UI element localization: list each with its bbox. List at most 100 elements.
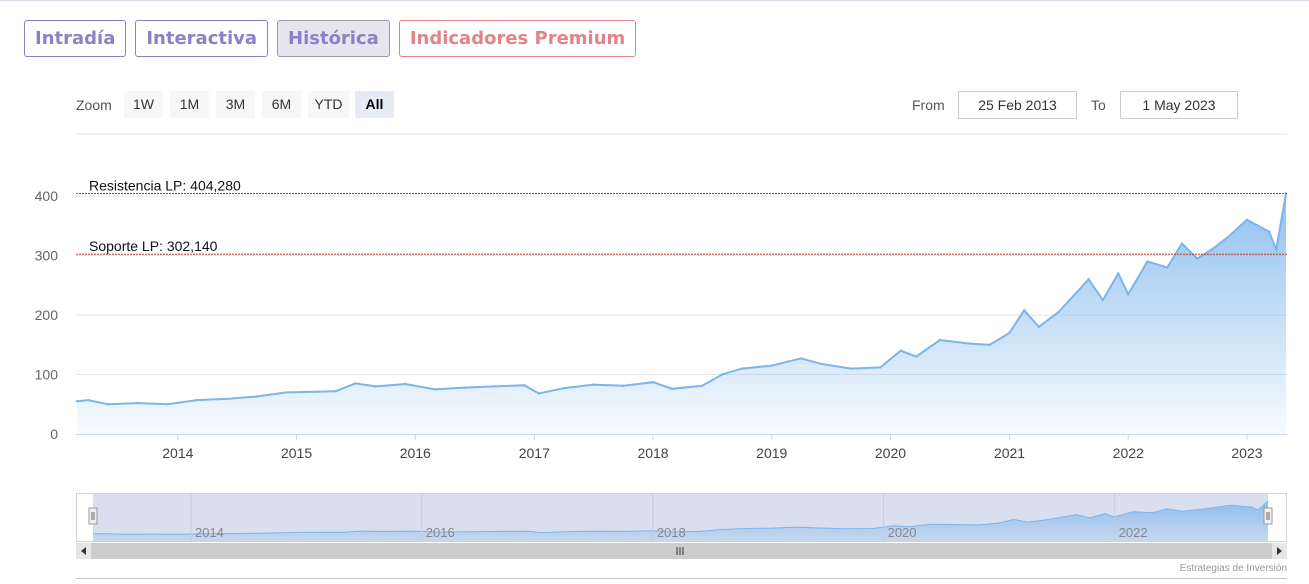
to-label: To (1091, 97, 1106, 113)
data-point (968, 342, 971, 345)
x-tick-label: 2022 (1113, 445, 1144, 461)
data-point (1087, 278, 1090, 281)
data-point (1146, 260, 1149, 263)
data-point (1275, 248, 1278, 251)
zoom-ytd-button[interactable]: YTD (308, 91, 349, 118)
data-point (255, 395, 259, 398)
scroll-left-icon (81, 547, 86, 555)
zoom-1w-button[interactable]: 1W (124, 91, 163, 118)
x-tick-label: 2020 (875, 445, 906, 461)
tab-intradia[interactable]: Intradía (24, 20, 127, 57)
navigator-handle-right[interactable] (1263, 507, 1273, 525)
navigator-label: 2020 (888, 525, 917, 540)
zoom-3m-button[interactable]: 3M (216, 91, 255, 118)
reference-label: Soporte LP: 302,140 (89, 238, 218, 254)
data-point (938, 338, 942, 342)
x-tick-label: 2016 (400, 445, 431, 461)
navigator-label: 2016 (426, 525, 455, 540)
series-area-fill (77, 193, 1286, 434)
data-point (166, 403, 169, 406)
data-point (1245, 218, 1249, 221)
y-axis: 0 100 200 300 400 (35, 188, 59, 442)
bottom-border (76, 578, 1287, 579)
navigator-area (93, 501, 1268, 541)
top-border (0, 0, 1309, 1)
x-axis: 2014 2015 2016 2017 2018 2019 2020 2021 2022 2023 (76, 434, 1287, 461)
reference-label: Resistencia LP: 404,280 (89, 177, 241, 193)
navigator-label: 2022 (1119, 525, 1148, 540)
navigator-label: 2018 (657, 525, 686, 540)
data-point (523, 384, 526, 387)
data-point (1210, 248, 1214, 251)
data-point (107, 403, 110, 406)
data-point (404, 382, 407, 386)
from-date-input[interactable]: 25 Feb 2013 (958, 91, 1077, 119)
data-point (671, 387, 674, 390)
zoom-6m-button[interactable]: 6M (262, 91, 301, 118)
data-point (720, 373, 724, 376)
y-tick-label: 300 (35, 248, 59, 264)
tab-historica[interactable]: Histórica (277, 20, 390, 57)
data-point (1267, 230, 1271, 233)
zoom-1m-button[interactable]: 1M (170, 91, 209, 118)
data-point (562, 387, 565, 390)
y-tick-label: 200 (35, 307, 59, 323)
x-tick-label: 2015 (281, 445, 312, 461)
data-point (819, 362, 823, 365)
data-point (1127, 293, 1130, 296)
data-point (592, 383, 595, 386)
data-point (225, 397, 229, 401)
data-point (899, 349, 902, 352)
y-tick-label: 400 (35, 188, 59, 204)
data-point (1022, 309, 1026, 312)
data-point (1180, 242, 1184, 245)
navigator-label: 2014 (195, 525, 224, 540)
data-point (334, 390, 337, 393)
data-point (195, 398, 199, 402)
chart-tabs: Intradía Interactiva Histórica Indicador… (24, 20, 645, 57)
data-point (1037, 325, 1041, 329)
data-point (849, 367, 852, 370)
data-point (1166, 266, 1169, 269)
navigator-line (92, 500, 1269, 535)
x-tick-label: 2018 (637, 445, 668, 461)
data-point (1225, 236, 1229, 239)
data-point (314, 390, 317, 393)
data-point (537, 392, 541, 395)
tab-interactiva[interactable]: Interactiva (135, 20, 269, 57)
data-point (651, 381, 655, 384)
data-point (799, 357, 803, 360)
series-area (75, 192, 1288, 434)
x-tick-label: 2021 (994, 445, 1025, 461)
tab-indicadores-premium[interactable]: Indicadores Premium (398, 20, 637, 57)
to-date-input[interactable]: 1 May 2023 (1120, 91, 1238, 119)
data-point (915, 355, 918, 358)
data-point (433, 388, 436, 391)
data-point (740, 367, 743, 370)
navigator[interactable]: 2014 2016 2018 2020 2022 (76, 493, 1287, 559)
data-point (463, 386, 466, 389)
data-point (770, 364, 773, 367)
x-tick-label: 2023 (1231, 445, 1262, 461)
y-tick-label: 100 (35, 367, 59, 383)
x-tick-label: 2014 (162, 445, 193, 461)
navigator-handle-left[interactable] (88, 507, 98, 525)
x-tick-label: 2017 (519, 445, 550, 461)
data-point (136, 401, 140, 405)
data-point (1057, 310, 1060, 314)
data-point (1008, 331, 1011, 335)
data-point (1196, 257, 1199, 260)
data-point (75, 400, 79, 403)
data-point (701, 384, 704, 387)
scroll-right-icon (1277, 547, 1282, 555)
zoom-label: Zoom (76, 97, 112, 113)
from-label: From (912, 97, 945, 113)
scrollbar-thumb (91, 543, 1272, 559)
zoom-all-button[interactable]: All (355, 91, 394, 118)
x-tick-label: 2019 (756, 445, 787, 461)
navigator-scrollbar[interactable] (76, 543, 1287, 559)
reference-lines: Resistencia LP: 404,280 Soporte LP: 302,1… (76, 177, 1287, 255)
data-point (354, 382, 357, 385)
handle-body (88, 507, 98, 525)
